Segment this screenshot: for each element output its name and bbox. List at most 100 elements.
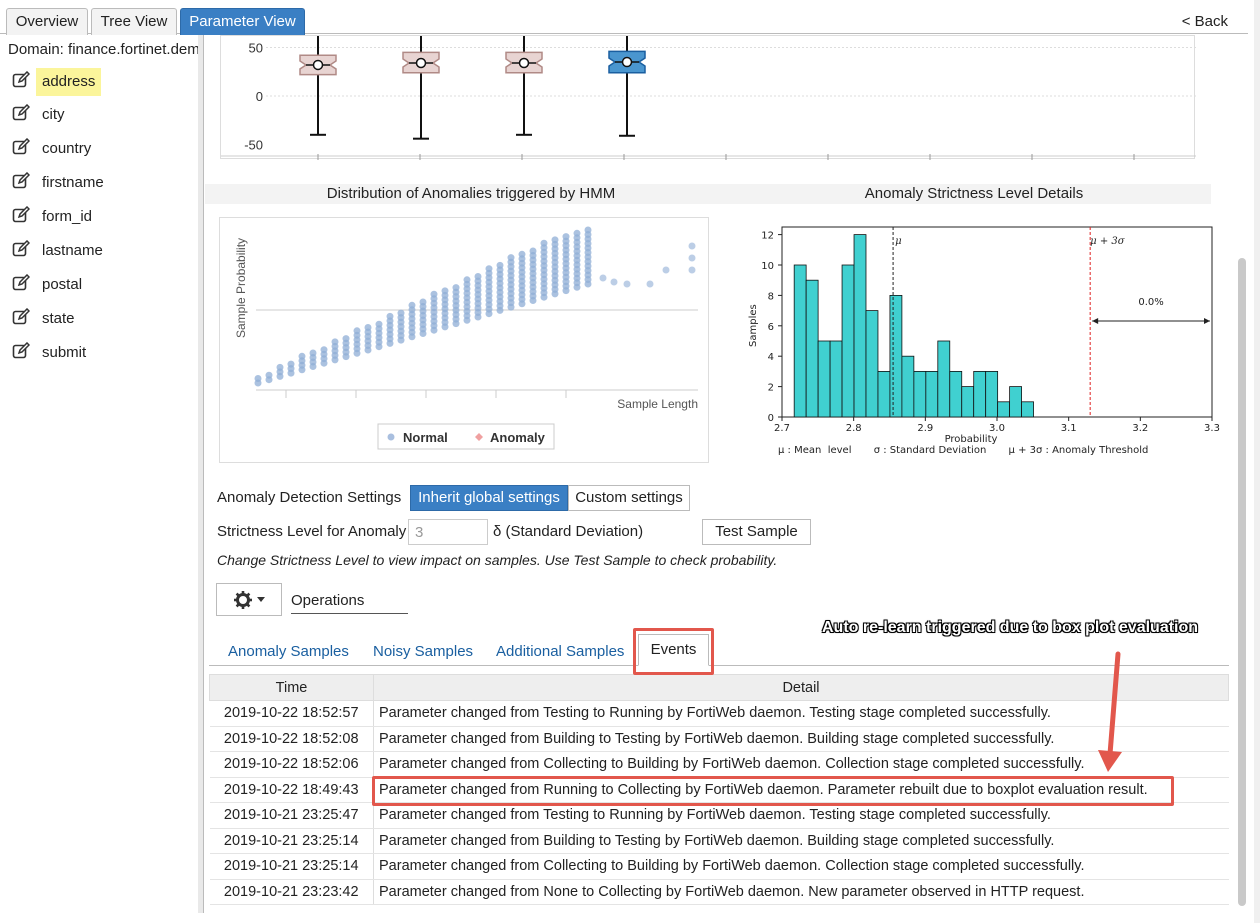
- tab-events[interactable]: Events: [638, 634, 709, 666]
- custom-settings-button[interactable]: Custom settings: [568, 485, 690, 511]
- scatter-point-normal: [610, 278, 618, 286]
- parameter-sidebar: Domain: finance.fortinet.dem address city…: [0, 35, 204, 913]
- tab-anomaly-samples[interactable]: Anomaly Samples: [228, 643, 349, 660]
- box-mean-marker: [621, 56, 633, 68]
- y-tick-label: 50: [249, 41, 263, 56]
- domain-label: Domain: finance.fortinet.dem: [8, 41, 200, 58]
- tab-parameter-view[interactable]: Parameter View: [180, 8, 305, 35]
- sidebar-item-label: postal: [42, 276, 83, 293]
- y-tick-label: 2: [768, 383, 774, 394]
- edit-icon: [12, 172, 30, 189]
- scatter-point-normal: [518, 250, 526, 258]
- sidebar-item-label: city: [42, 106, 65, 123]
- scatter-point-normal: [298, 352, 306, 360]
- y-tick-label: 0: [768, 413, 774, 424]
- scatter-point-normal: [331, 338, 339, 346]
- scatter-point-normal: [584, 226, 592, 234]
- y-tick-label: 4: [768, 352, 774, 363]
- sidebar-item-firstname[interactable]: firstname: [12, 170, 110, 196]
- scatter-point-normal: [287, 360, 295, 368]
- x-tick-label: 2.8: [846, 423, 862, 434]
- table-row[interactable]: 2019-10-22 18:52:06 Parameter changed fro…: [209, 751, 1229, 778]
- tab-overview[interactable]: Overview: [6, 8, 88, 35]
- hist-bar: [973, 370, 987, 418]
- sidebar-item-label: country: [42, 140, 92, 157]
- arrow-head-right: [1204, 318, 1210, 324]
- edit-icon: [12, 240, 30, 257]
- anomaly-detection-settings-label: Anomaly Detection Settings: [217, 489, 402, 506]
- table-row[interactable]: 2019-10-21 23:25:47 Parameter changed fro…: [209, 802, 1229, 829]
- top-tab-bar: Overview Tree View Parameter View < Back: [0, 0, 1248, 35]
- scatter-point-normal: [397, 309, 405, 317]
- table-row[interactable]: 2019-10-22 18:52:57 Parameter changed fro…: [209, 700, 1229, 727]
- tab-tree-view[interactable]: Tree View: [91, 8, 177, 35]
- x-axis-label: Probability: [945, 434, 998, 445]
- column-header-detail[interactable]: Detail: [373, 674, 1229, 701]
- strictness-level-input[interactable]: [408, 519, 488, 545]
- tab-additional-samples[interactable]: Additional Samples: [496, 643, 625, 660]
- sidebar-item-country[interactable]: country: [12, 136, 97, 162]
- table-row[interactable]: 2019-10-21 23:23:42 Parameter changed fro…: [209, 879, 1229, 905]
- scatter-point-normal: [441, 287, 449, 295]
- sidebar-scrollbar[interactable]: [198, 35, 203, 913]
- table-row[interactable]: 2019-10-22 18:52:08 Parameter changed fro…: [209, 726, 1229, 752]
- sidebar-item-postal[interactable]: postal: [12, 272, 88, 298]
- legend-anomaly-marker: [475, 433, 483, 441]
- edit-icon: [12, 206, 30, 223]
- sidebar-item-form-id[interactable]: form_id: [12, 204, 98, 230]
- mean-label: μ: [895, 236, 902, 247]
- main-scrollbar[interactable]: [1238, 258, 1246, 906]
- histogram-legend-text: μ : Mean level σ : Standard Deviation μ …: [778, 445, 1148, 456]
- scatter-point-normal: [342, 335, 350, 343]
- y-tick-label: -50: [244, 138, 263, 153]
- tab-noisy-samples[interactable]: Noisy Samples: [373, 643, 474, 660]
- hist-bar: [913, 370, 927, 418]
- sidebar-item-lastname[interactable]: lastname: [12, 238, 109, 264]
- box-mean-marker: [415, 57, 427, 69]
- sidebar-item-label: address: [36, 68, 102, 96]
- scatter-point-normal: [463, 276, 471, 284]
- hmm-scatter-chart: Sample Probability Sample Length Normal Ano…: [234, 226, 698, 450]
- scatter-point-normal: [688, 242, 696, 250]
- table-row[interactable]: 2019-10-22 18:49:43 Parameter changed fro…: [209, 777, 1229, 803]
- back-link[interactable]: < Back: [1181, 13, 1228, 30]
- test-sample-button[interactable]: Test Sample: [702, 519, 811, 545]
- event-time: 2019-10-21 23:23:42: [209, 879, 374, 905]
- x-tick-label: 3.3: [1204, 423, 1220, 434]
- sidebar-item-label: submit: [42, 344, 87, 361]
- operations-label: Operations: [291, 592, 408, 614]
- hmm-panel-title: Distribution of Anomalies triggered by H…: [205, 184, 737, 204]
- scatter-point-normal: [507, 254, 515, 262]
- scatter-point-normal: [646, 280, 654, 288]
- hist-bar: [925, 370, 939, 418]
- scatter-point-normal: [375, 320, 383, 328]
- column-header-time[interactable]: Time: [209, 674, 374, 701]
- table-row[interactable]: 2019-10-21 23:25:14 Parameter changed fro…: [209, 853, 1229, 880]
- event-detail: Parameter changed from None to Collectin…: [373, 879, 1229, 905]
- gear-dropdown-button[interactable]: [216, 583, 282, 616]
- hist-bar: [805, 279, 819, 418]
- sidebar-item-submit[interactable]: submit: [12, 340, 92, 366]
- y-axis-label: Samples: [748, 304, 759, 347]
- y-tick-label: 0: [256, 89, 263, 104]
- scatter-point-normal: [353, 327, 361, 335]
- edit-icon: [12, 71, 30, 88]
- scatter-point-normal: [623, 280, 631, 288]
- scatter-point-normal: [551, 236, 559, 244]
- table-row[interactable]: 2019-10-21 23:25:14 Parameter changed fro…: [209, 828, 1229, 854]
- event-time: 2019-10-22 18:52:06: [209, 751, 374, 778]
- hist-bar: [961, 386, 975, 418]
- sidebar-item-label: lastname: [42, 242, 103, 259]
- hist-bar: [937, 340, 951, 418]
- inherit-global-settings-button[interactable]: Inherit global settings: [410, 485, 568, 511]
- event-time: 2019-10-21 23:25:47: [209, 802, 374, 829]
- event-detail: Parameter changed from Building to Testi…: [373, 828, 1229, 854]
- y-axis-label: Sample Probability: [234, 238, 248, 338]
- event-time: 2019-10-21 23:25:14: [209, 853, 374, 880]
- sidebar-item-address[interactable]: address: [12, 68, 102, 96]
- hist-bar: [901, 355, 915, 418]
- events-tab-highlight: [633, 628, 714, 675]
- sidebar-item-state[interactable]: state: [12, 306, 81, 332]
- sidebar-item-city[interactable]: city: [12, 102, 71, 128]
